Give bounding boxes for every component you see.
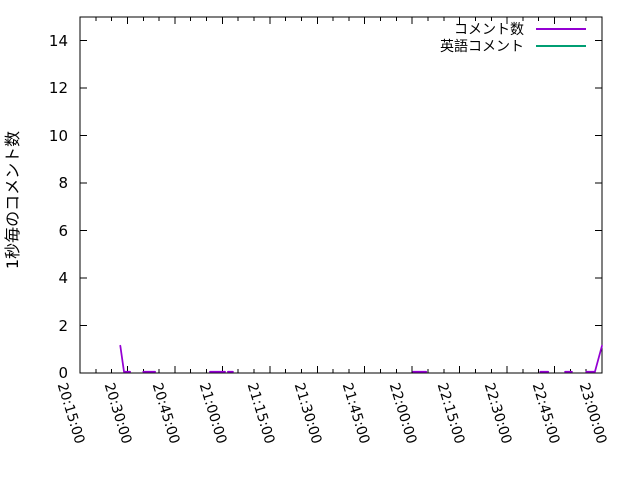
y-tick-label: 12 — [48, 79, 68, 98]
y-tick-label: 6 — [58, 221, 68, 240]
y-tick-label: 2 — [58, 316, 68, 335]
series-line-0 — [585, 344, 603, 373]
y-tick-label: 14 — [48, 31, 68, 50]
legend-item-comment-count: コメント数 — [440, 20, 586, 38]
legend-line-comment-count — [536, 27, 586, 30]
legend-item-english-comments: 英語コメント — [440, 37, 586, 55]
legend: コメント数 英語コメント — [440, 20, 586, 55]
plot-border — [79, 16, 603, 374]
legend-label-english-comments: 英語コメント — [440, 38, 524, 55]
y-tick-label: 0 — [58, 364, 68, 382]
y-tick-label: 4 — [58, 269, 68, 288]
y-tick-label: 10 — [48, 126, 68, 145]
legend-line-english-comments — [536, 44, 586, 47]
series-line-0 — [119, 344, 131, 373]
y-tick-label: 8 — [58, 174, 68, 193]
legend-label-comment-count: コメント数 — [454, 21, 524, 38]
